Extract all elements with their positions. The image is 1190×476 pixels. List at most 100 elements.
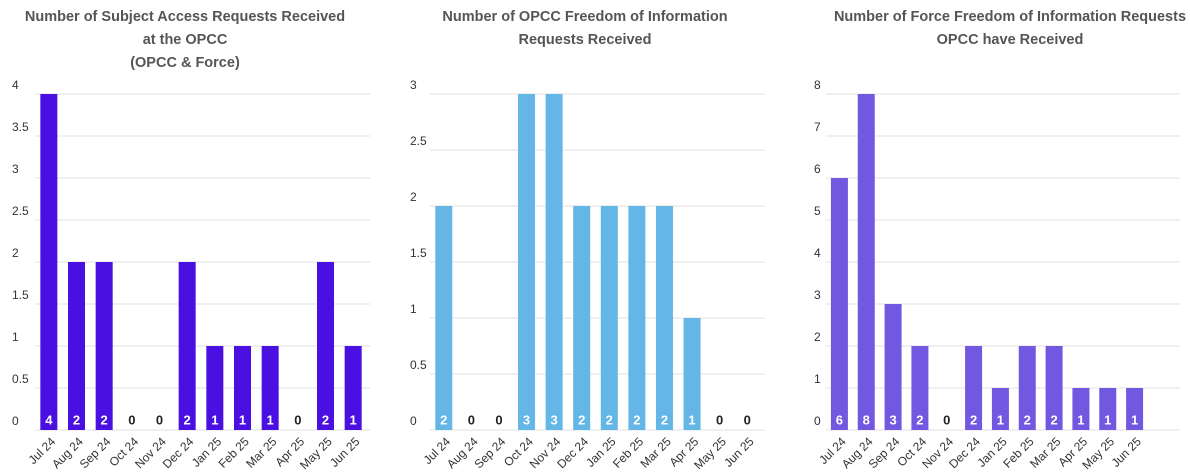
y-tick-label: 2 bbox=[410, 190, 417, 204]
chart-title: at the OPCC bbox=[143, 32, 228, 48]
data-label: 2 bbox=[916, 412, 923, 427]
bar bbox=[857, 94, 875, 430]
bar bbox=[628, 206, 646, 430]
y-tick-label: 3 bbox=[12, 162, 19, 176]
data-label: 2 bbox=[184, 412, 191, 427]
bar bbox=[234, 346, 251, 430]
data-label: 0 bbox=[468, 412, 475, 427]
x-tick-label: Dec 24 bbox=[946, 434, 983, 471]
data-label: 2 bbox=[322, 412, 329, 427]
data-label: 1 bbox=[267, 412, 274, 427]
bar bbox=[1099, 388, 1117, 430]
bar bbox=[965, 346, 983, 430]
y-tick-label: 2.5 bbox=[12, 204, 29, 218]
x-tick-label: Sep 24 bbox=[866, 434, 903, 471]
data-label: 4 bbox=[45, 412, 53, 427]
y-tick-label: 3.5 bbox=[12, 120, 29, 134]
y-tick-label: 2.5 bbox=[410, 134, 427, 148]
x-tick-label: Dec 24 bbox=[554, 434, 591, 471]
data-label: 2 bbox=[1050, 412, 1057, 427]
y-tick-label: 2 bbox=[12, 246, 19, 260]
y-tick-label: 8 bbox=[814, 78, 821, 92]
data-label: 1 bbox=[239, 412, 246, 427]
x-tick-label: Mar 25 bbox=[243, 434, 280, 471]
x-tick-label: Mar 25 bbox=[638, 434, 675, 471]
y-tick-label: 5 bbox=[814, 204, 821, 218]
data-label: 0 bbox=[495, 412, 502, 427]
data-label: 2 bbox=[73, 412, 80, 427]
bar bbox=[95, 262, 113, 430]
data-label: 2 bbox=[578, 412, 585, 427]
data-label: 2 bbox=[440, 412, 447, 427]
bar bbox=[1072, 388, 1090, 430]
chart-title: Number of Force Freedom of Information R… bbox=[834, 9, 1186, 25]
x-tick-label: Mar 25 bbox=[1027, 434, 1064, 471]
bar bbox=[518, 94, 536, 430]
x-tick-label: Jun 25 bbox=[721, 434, 757, 470]
chart-title: (OPCC & Force) bbox=[130, 55, 240, 71]
data-label: 2 bbox=[633, 412, 640, 427]
data-label: 3 bbox=[523, 412, 530, 427]
data-label: 8 bbox=[863, 412, 870, 427]
data-label: 1 bbox=[211, 412, 218, 427]
bar bbox=[344, 346, 362, 430]
bar bbox=[206, 346, 224, 430]
x-tick-label: May 25 bbox=[297, 434, 335, 472]
data-label: 1 bbox=[1104, 412, 1111, 427]
y-tick-label: 0 bbox=[814, 414, 821, 428]
data-label: 2 bbox=[1024, 412, 1031, 427]
data-label: 2 bbox=[970, 412, 977, 427]
data-label: 6 bbox=[836, 412, 843, 427]
y-tick-label: 2 bbox=[814, 330, 821, 344]
y-tick-label: 0 bbox=[410, 414, 417, 428]
y-tick-label: 4 bbox=[814, 246, 821, 260]
data-label: 1 bbox=[688, 412, 695, 427]
chart-title: Requests Received bbox=[519, 32, 652, 48]
bar bbox=[1018, 346, 1036, 430]
chart-title: OPCC have Received bbox=[937, 32, 1084, 48]
y-tick-label: 0.5 bbox=[410, 358, 427, 372]
bar bbox=[1126, 388, 1144, 430]
data-label: 2 bbox=[101, 412, 108, 427]
data-label: 2 bbox=[661, 412, 668, 427]
bar bbox=[911, 346, 929, 430]
x-tick-label: Dec 24 bbox=[160, 434, 197, 471]
x-tick-label: Sep 24 bbox=[77, 434, 114, 471]
chart-title: Number of Subject Access Requests Receiv… bbox=[25, 9, 345, 25]
y-tick-label: 1.5 bbox=[12, 288, 29, 302]
x-tick-label: Sep 24 bbox=[472, 434, 509, 471]
bar bbox=[68, 262, 85, 430]
bar bbox=[1045, 346, 1063, 430]
data-label: 3 bbox=[551, 412, 558, 427]
bar bbox=[178, 262, 196, 430]
y-tick-label: 1 bbox=[814, 372, 821, 386]
bar bbox=[261, 346, 279, 430]
y-tick-label: 7 bbox=[814, 120, 821, 134]
data-label: 1 bbox=[1131, 412, 1138, 427]
y-tick-label: 1.5 bbox=[410, 246, 427, 260]
data-label: 0 bbox=[294, 412, 301, 427]
data-label: 1 bbox=[1077, 412, 1084, 427]
data-label: 0 bbox=[943, 412, 950, 427]
y-tick-label: 1 bbox=[12, 330, 19, 344]
bar bbox=[573, 206, 591, 430]
data-label: 0 bbox=[128, 412, 135, 427]
bar bbox=[545, 94, 563, 430]
bar bbox=[435, 206, 453, 430]
bar bbox=[884, 304, 902, 430]
data-label: 3 bbox=[889, 412, 896, 427]
bar bbox=[600, 206, 618, 430]
data-label: 2 bbox=[606, 412, 613, 427]
x-tick-label: Jun 25 bbox=[1109, 434, 1145, 470]
y-tick-label: 3 bbox=[814, 288, 821, 302]
data-label: 1 bbox=[997, 412, 1004, 427]
bar bbox=[317, 262, 334, 430]
bar bbox=[655, 206, 673, 430]
chart-title: Number of OPCC Freedom of Information bbox=[442, 9, 727, 25]
bar bbox=[40, 94, 58, 430]
y-tick-label: 0.5 bbox=[12, 372, 29, 386]
data-label: 0 bbox=[744, 412, 751, 427]
bar bbox=[683, 318, 701, 430]
y-tick-label: 6 bbox=[814, 162, 821, 176]
